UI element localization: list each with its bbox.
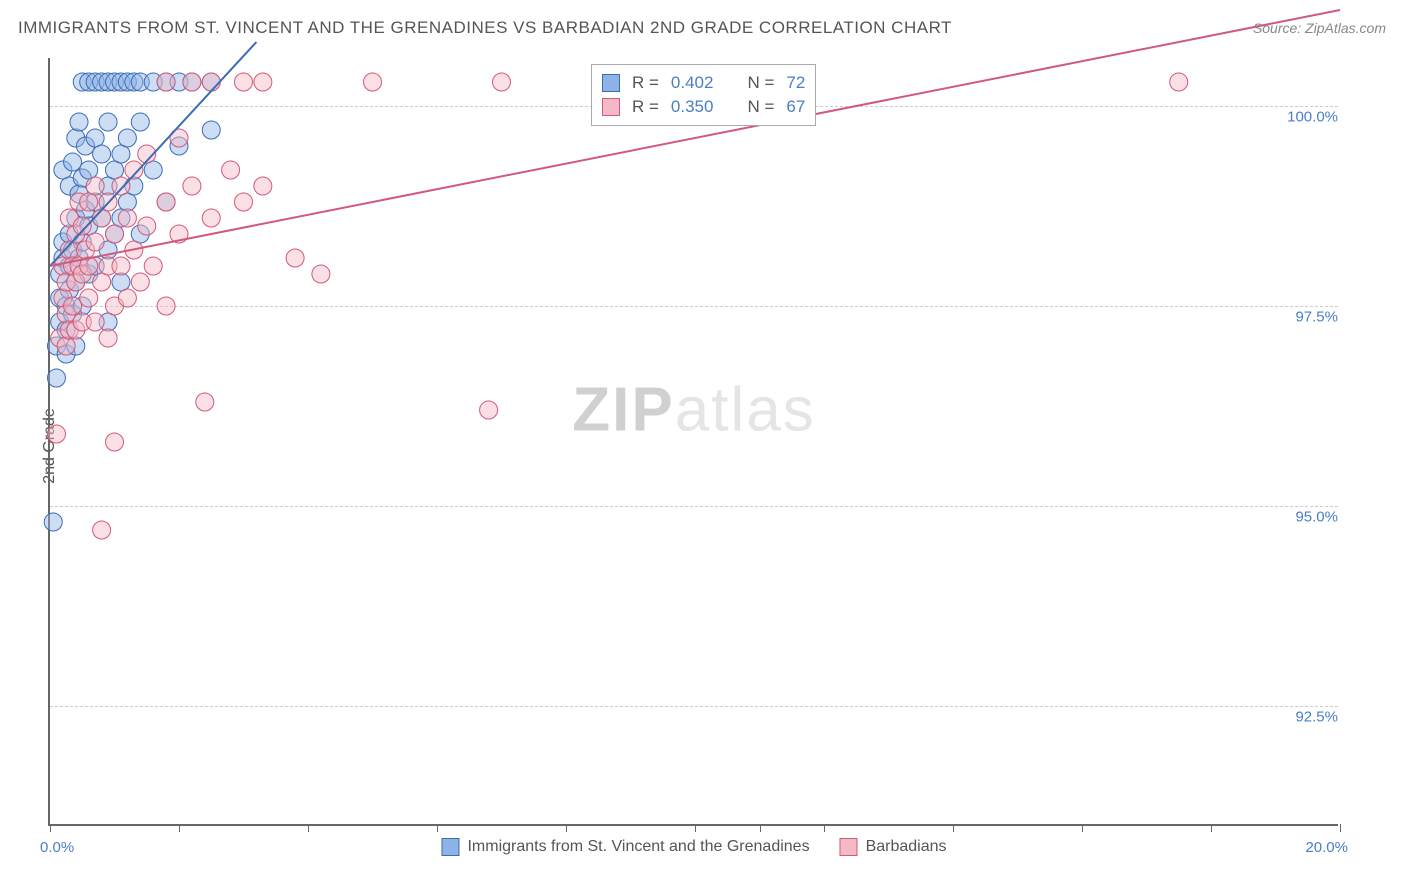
scatter-point bbox=[112, 273, 130, 291]
scatter-point bbox=[118, 209, 136, 227]
x-tick-mark bbox=[566, 824, 567, 832]
scatter-point bbox=[286, 249, 304, 267]
scatter-point bbox=[47, 369, 65, 387]
scatter-point bbox=[1170, 73, 1188, 91]
x-tick-mark bbox=[1082, 824, 1083, 832]
scatter-point bbox=[86, 129, 104, 147]
scatter-point bbox=[202, 73, 220, 91]
x-tick-mark bbox=[437, 824, 438, 832]
stats-swatch bbox=[602, 74, 620, 92]
scatter-point bbox=[144, 257, 162, 275]
legend-label: Barbadians bbox=[866, 838, 947, 856]
scatter-point bbox=[138, 217, 156, 235]
x-axis-min: 0.0% bbox=[40, 839, 74, 856]
stats-legend-box: R = 0.402 N = 72 R = 0.350 N = 67 bbox=[591, 64, 816, 126]
scatter-point bbox=[222, 161, 240, 179]
scatter-point bbox=[157, 193, 175, 211]
scatter-svg bbox=[50, 58, 1338, 824]
scatter-point bbox=[118, 289, 136, 307]
scatter-point bbox=[86, 233, 104, 251]
scatter-point bbox=[202, 209, 220, 227]
scatter-point bbox=[106, 225, 124, 243]
x-tick-mark bbox=[308, 824, 309, 832]
stats-r-value: 0.402 bbox=[671, 73, 714, 93]
legend-swatch bbox=[441, 838, 459, 856]
scatter-point bbox=[93, 273, 111, 291]
scatter-point bbox=[64, 153, 82, 171]
scatter-point bbox=[106, 161, 124, 179]
scatter-point bbox=[235, 193, 253, 211]
legend-item: Immigrants from St. Vincent and the Gren… bbox=[441, 838, 809, 856]
stats-row: R = 0.350 N = 67 bbox=[602, 95, 805, 119]
scatter-point bbox=[106, 433, 124, 451]
stats-n-label: N = bbox=[747, 97, 774, 117]
scatter-point bbox=[86, 177, 104, 195]
x-tick-mark bbox=[953, 824, 954, 832]
scatter-point bbox=[44, 513, 62, 531]
scatter-point bbox=[47, 425, 65, 443]
scatter-point bbox=[118, 193, 136, 211]
scatter-point bbox=[235, 73, 253, 91]
stats-swatch bbox=[602, 98, 620, 116]
scatter-point bbox=[183, 177, 201, 195]
scatter-point bbox=[131, 273, 149, 291]
x-tick-mark bbox=[1340, 824, 1341, 832]
scatter-point bbox=[183, 73, 201, 91]
scatter-point bbox=[112, 177, 130, 195]
stats-r-label: R = bbox=[632, 73, 659, 93]
x-tick-mark bbox=[179, 824, 180, 832]
scatter-point bbox=[480, 401, 498, 419]
scatter-point bbox=[118, 129, 136, 147]
legend-item: Barbadians bbox=[840, 838, 947, 856]
scatter-point bbox=[112, 145, 130, 163]
chart-title: IMMIGRANTS FROM ST. VINCENT AND THE GREN… bbox=[18, 18, 952, 38]
scatter-point bbox=[57, 337, 75, 355]
scatter-point bbox=[157, 297, 175, 315]
scatter-point bbox=[493, 73, 511, 91]
scatter-point bbox=[131, 113, 149, 131]
x-tick-mark bbox=[824, 824, 825, 832]
scatter-point bbox=[93, 521, 111, 539]
stats-n-label: N = bbox=[747, 73, 774, 93]
scatter-point bbox=[202, 121, 220, 139]
legend-label: Immigrants from St. Vincent and the Gren… bbox=[467, 838, 809, 856]
scatter-point bbox=[312, 265, 330, 283]
scatter-point bbox=[86, 313, 104, 331]
legend-swatch bbox=[840, 838, 858, 856]
scatter-point bbox=[196, 393, 214, 411]
x-tick-mark bbox=[50, 824, 51, 832]
scatter-point bbox=[364, 73, 382, 91]
x-tick-mark bbox=[695, 824, 696, 832]
x-tick-mark bbox=[760, 824, 761, 832]
scatter-point bbox=[144, 161, 162, 179]
scatter-point bbox=[157, 73, 175, 91]
scatter-point bbox=[254, 177, 272, 195]
trend-line bbox=[50, 10, 1340, 266]
scatter-point bbox=[64, 297, 82, 315]
scatter-point bbox=[254, 73, 272, 91]
scatter-point bbox=[70, 113, 88, 131]
stats-r-value: 0.350 bbox=[671, 97, 714, 117]
scatter-point bbox=[93, 145, 111, 163]
stats-n-value: 72 bbox=[786, 73, 805, 93]
x-axis-max: 20.0% bbox=[1305, 839, 1348, 856]
plot-area: ZIPatlas 92.5%95.0%97.5%100.0% R =0.402N… bbox=[48, 58, 1338, 826]
scatter-point bbox=[99, 113, 117, 131]
scatter-point bbox=[80, 161, 98, 179]
scatter-point bbox=[80, 193, 98, 211]
stats-n-value: 67 bbox=[786, 97, 805, 117]
stats-r-label: R = bbox=[632, 97, 659, 117]
stats-row: R = 0.402 N = 72 bbox=[602, 71, 805, 95]
scatter-point bbox=[80, 289, 98, 307]
scatter-point bbox=[99, 329, 117, 347]
scatter-point bbox=[112, 257, 130, 275]
x-tick-mark bbox=[1211, 824, 1212, 832]
legend-bottom: Immigrants from St. Vincent and the Gren… bbox=[441, 838, 946, 856]
